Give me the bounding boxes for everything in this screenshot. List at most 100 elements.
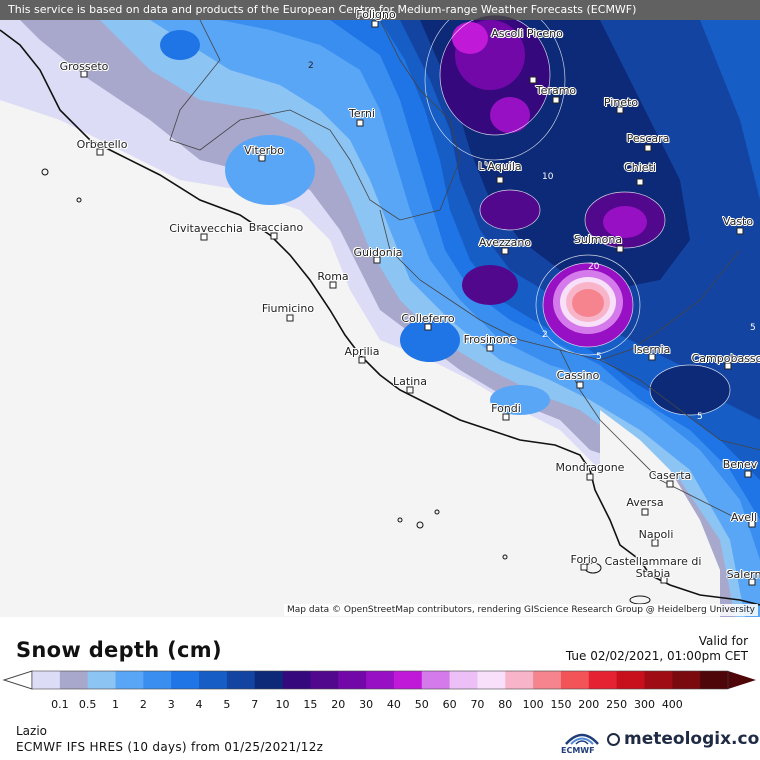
city-label: Foligno	[356, 8, 396, 21]
city-label: Napoli	[638, 528, 674, 541]
legend-swatch	[533, 671, 562, 689]
legend-swatch	[310, 671, 339, 689]
legend-tick-label: 20	[331, 698, 346, 711]
legend-swatch	[59, 671, 89, 689]
legend-swatch	[366, 671, 395, 689]
legend-swatch	[87, 671, 117, 689]
city-marker	[660, 576, 668, 584]
legend-swatch	[449, 671, 478, 689]
city-marker	[96, 148, 104, 156]
legend-tick-label: 0.5	[78, 698, 97, 711]
city-label: Isernia	[633, 343, 671, 356]
legend-tick-label: 0.1	[51, 698, 69, 711]
city-marker	[748, 520, 756, 528]
legend-swatch	[226, 671, 256, 689]
city-label: Sulmona	[573, 233, 623, 246]
city-label: Guidonia	[353, 246, 403, 259]
legend-min-arrow	[2, 670, 33, 690]
city-marker	[666, 480, 674, 488]
legend-swatch	[505, 671, 534, 689]
city-marker	[641, 508, 649, 516]
city-label: Vasto	[722, 215, 754, 228]
legend-title: Snow depth (cm)	[16, 638, 222, 662]
city-label: Frosinone	[463, 333, 517, 346]
city-marker	[501, 247, 509, 255]
contour-label: 5	[697, 412, 703, 422]
city-label: L'Aquila	[478, 160, 522, 173]
city-marker	[486, 344, 494, 352]
contour-label: 2	[308, 61, 314, 71]
city-marker	[616, 106, 624, 114]
legend-swatch	[254, 671, 284, 689]
ecmwf-notice-bar: This service is based on data and produc…	[0, 0, 760, 20]
city-label: Castellammare di Stabia	[604, 555, 702, 580]
legend-swatch	[199, 671, 228, 689]
legend-max-arrow	[728, 671, 756, 689]
legend-tick-label: 100	[522, 698, 544, 711]
city-marker	[616, 245, 624, 253]
legend-tick-label: 2	[139, 698, 147, 711]
city-label: Avell	[730, 511, 758, 524]
city-label: Salern	[726, 568, 760, 581]
ecmwf-logo-icon	[565, 733, 599, 745]
city-marker	[580, 563, 588, 571]
legend-tick-label: 70	[470, 698, 485, 711]
city-label: Benev	[722, 458, 758, 471]
legend-tick-label: 60	[442, 698, 457, 711]
city-label: Teramo	[535, 84, 577, 97]
city-marker	[270, 232, 278, 240]
legend-tick-label: 200	[578, 698, 600, 711]
legend-swatch	[282, 671, 311, 689]
legend-tick-label: 400	[661, 698, 683, 711]
city-marker	[286, 314, 294, 322]
map-attribution: Map data © OpenStreetMap contributors, r…	[284, 604, 758, 616]
legend-tick-label: 1	[112, 698, 120, 711]
legend-swatch	[143, 671, 172, 689]
city-marker	[586, 473, 594, 481]
city-marker	[329, 281, 337, 289]
city-marker	[200, 233, 208, 241]
city-label: Aversa	[626, 496, 664, 509]
contour-label: 5	[596, 352, 602, 362]
city-marker	[258, 154, 266, 162]
city-marker	[529, 76, 537, 84]
legend-outline	[31, 670, 729, 690]
city-label: Mondragone	[555, 461, 625, 474]
snow-depth-map[interactable]: This service is based on data and produc…	[0, 0, 760, 617]
contour-label: 20	[588, 262, 600, 272]
city-label: Colleferro	[401, 312, 455, 325]
legend-swatch	[32, 671, 61, 689]
legend-swatch	[477, 671, 506, 689]
city-label: Orbetello	[76, 138, 128, 151]
legend-swatch	[421, 671, 451, 689]
city-label: Chieti	[624, 161, 656, 174]
city-marker	[552, 96, 560, 104]
city-label: Terni	[349, 107, 375, 120]
legend-tick-label: 4	[195, 698, 203, 711]
color-scale-legend	[2, 670, 756, 690]
city-label: Bracciano	[248, 221, 304, 234]
city-label: Pescara	[626, 132, 670, 145]
legend-tick-label: 300	[633, 698, 655, 711]
city-label: Viterbo	[244, 144, 284, 157]
city-marker	[80, 70, 88, 78]
city-marker	[651, 539, 659, 547]
city-label: Avezzano	[478, 236, 532, 249]
meteologix-brand[interactable]: meteologix.com	[624, 729, 760, 749]
legend-swatch	[115, 671, 144, 689]
city-marker	[356, 119, 364, 127]
city-label: Campobasso	[691, 352, 760, 365]
legend-tick-label: 80	[498, 698, 513, 711]
city-marker	[644, 144, 652, 152]
city-marker	[358, 356, 366, 364]
city-label: Roma	[317, 270, 349, 283]
legend-swatch	[616, 671, 645, 689]
city-marker	[406, 386, 414, 394]
legend-tick-label: 3	[167, 698, 175, 711]
contour-label: 5	[750, 323, 756, 333]
city-marker	[496, 176, 504, 184]
city-marker	[744, 470, 752, 478]
meteologix-logo-icon	[607, 733, 620, 746]
city-marker	[648, 353, 656, 361]
city-label: Civitavecchia	[169, 222, 243, 235]
